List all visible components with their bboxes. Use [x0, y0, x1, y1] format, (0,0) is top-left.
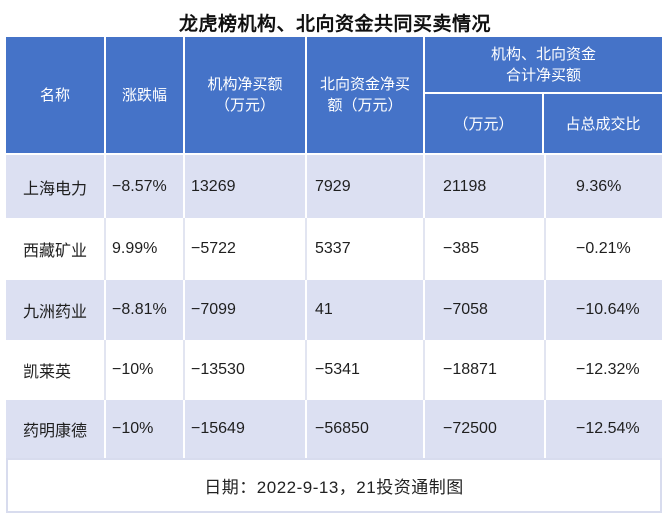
col-header-change: 涨跌幅: [106, 37, 185, 155]
table-cell-institution-net: 13269: [185, 155, 307, 218]
table-cell-institution-net: −13530: [185, 340, 307, 400]
table-cell-change: −8.81%: [106, 280, 185, 340]
table-cell-institution-net: −5722: [185, 218, 307, 280]
table-cell-total: 21198: [425, 155, 546, 218]
table-cell-change: −8.57%: [106, 155, 185, 218]
table-cell-change: 9.99%: [106, 218, 185, 280]
source-note: 日期：2022-9-13，21投资通制图: [6, 458, 662, 513]
table-cell-name: 九洲药业: [6, 280, 106, 340]
table-cell-northbound-net: 41: [307, 280, 425, 340]
table-cell-total: −7058: [425, 280, 546, 340]
table-cell-total: −18871: [425, 340, 546, 400]
subheader-amount: （万元）: [425, 94, 544, 153]
table-cell-name: 凯莱英: [6, 340, 106, 400]
table-cell-ratio: −12.54%: [546, 400, 662, 458]
table-cell-ratio: −0.21%: [546, 218, 662, 280]
table-cell-northbound-net: −56850: [307, 400, 425, 458]
table-cell-institution-net: −15649: [185, 400, 307, 458]
table-cell-change: −10%: [106, 340, 185, 400]
table-cell-change: −10%: [106, 400, 185, 458]
table-cell-northbound-net: −5341: [307, 340, 425, 400]
table-cell-name: 药明康德: [6, 400, 106, 458]
data-table: 名称 涨跌幅 机构净买额 （万元） 北向资金净买 额（万元） 机构、北向资金 合…: [6, 37, 662, 513]
table-cell-name: 上海电力: [6, 155, 106, 218]
table-cell-northbound-net: 5337: [307, 218, 425, 280]
col-header-northbound-net: 北向资金净买 额（万元）: [307, 37, 425, 155]
table-cell-ratio: −10.64%: [546, 280, 662, 340]
table-cell-ratio: −12.32%: [546, 340, 662, 400]
table-cell-northbound-net: 7929: [307, 155, 425, 218]
subheader-ratio: 占总成交比: [565, 116, 641, 133]
group-header-title: 机构、北向资金 合计净买额: [425, 37, 662, 94]
col-header-institution-net: 机构净买额 （万元）: [185, 37, 307, 155]
table-cell-name: 西藏矿业: [6, 218, 106, 280]
table-cell-total: −72500: [425, 400, 546, 458]
group-subheaders: （万元） 占总成交比: [425, 94, 662, 153]
chart-title: 龙虎榜机构、北向资金共同买卖情况: [178, 14, 491, 35]
col-header-group-combined: 机构、北向资金 合计净买额 （万元） 占总成交比: [425, 37, 662, 155]
table-cell-total: −385: [425, 218, 546, 280]
table-cell-ratio: 9.36%: [546, 155, 662, 218]
table-cell-institution-net: −7099: [185, 280, 307, 340]
col-header-name: 名称: [6, 37, 106, 155]
